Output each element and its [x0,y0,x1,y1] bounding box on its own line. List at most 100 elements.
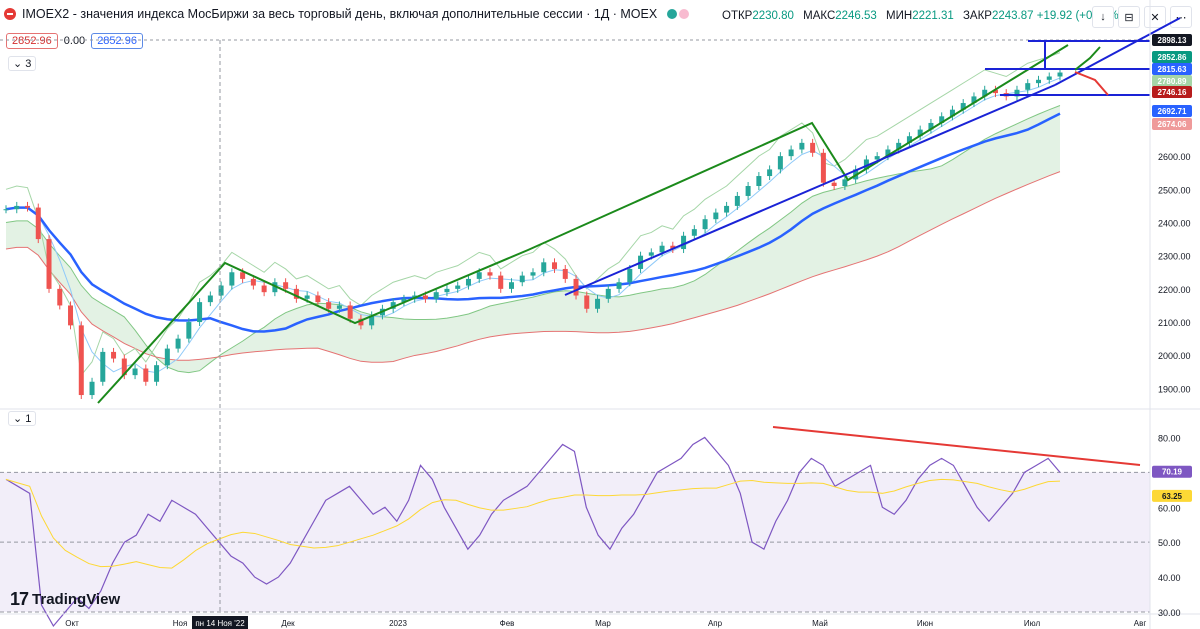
candle-body [89,381,95,396]
candle-body [820,152,826,183]
spread-value: 0.00 [63,35,86,47]
candle-body [433,292,439,299]
price-axis-badge-label: 2815.63 [1158,65,1187,74]
chevron-down-icon: ⌄ [13,413,23,425]
rsi-collapse-button[interactable]: ⌄ 1 [8,411,37,426]
close-value: 2243.87 [991,10,1034,22]
rsi-line [5,436,1061,628]
candle-body [304,295,310,299]
candle-body [917,129,923,137]
order-panel: 2852.96 0.00 2852.96 [6,33,143,49]
candle-body [681,235,687,250]
price-axis-badge [1152,63,1192,75]
candle-body [1046,76,1052,80]
candle-body [68,305,74,326]
support-trendline-extension [1054,17,1181,86]
support-trendline [564,84,1056,296]
candle-body [3,209,9,211]
price-axis-badge [1152,86,1192,98]
candle-body [992,89,998,94]
candle-body [132,368,138,376]
projection-down [1074,71,1109,96]
moex-logo-icon [4,8,16,20]
candle-body [100,351,106,382]
candle-body [928,122,934,130]
price-tick-label: 2200.00 [1158,285,1191,295]
candle-body [369,315,375,326]
candle-body [401,298,407,303]
candle-body [734,195,740,206]
time-tick-label: Фев [500,619,515,628]
candle-body [670,245,676,250]
candle-body [777,156,783,170]
candle-body [175,338,181,349]
rsi-ma-badge [1152,489,1192,502]
candle-body [982,89,988,97]
moving-average [5,112,1061,333]
rsi-value-label: 70.19 [1162,468,1183,477]
candle-body [444,288,450,293]
candle-body [906,136,912,143]
candle-body [218,285,224,296]
candle-body [724,205,730,213]
open-value: 2230.80 [752,10,794,22]
rsi-pane[interactable] [0,436,1150,628]
close-label: ЗАКР [962,10,992,22]
candle-body [261,285,267,293]
candle-body [14,205,20,210]
candle-body [896,142,902,150]
candle-body [788,149,794,157]
price-tick-label: 2000.00 [1158,351,1191,361]
market-status-icon[interactable] [667,9,690,19]
projection-up [1074,46,1101,71]
maximize-button[interactable]: ⊟ [1118,6,1140,28]
candle-body [573,278,579,296]
symbol-title-row[interactable]: IMOEX2 - значения индекса МосБиржи за ве… [4,7,690,21]
time-tick-label: Апр [708,619,723,628]
move-down-button[interactable]: ↓ [1092,6,1114,28]
sell-price-button[interactable]: 2852.96 [6,33,58,49]
candle-body [229,272,235,286]
candle-body [390,302,396,309]
candle-body [465,278,471,286]
window-buttons: ↓ ⊟ ✕ ⋯ [1092,6,1192,28]
rsi-value-badge [1152,465,1192,478]
candle-body [25,205,31,208]
candle-body [745,186,751,196]
candle-body [358,318,364,326]
indicator-count: 3 [25,58,32,70]
candle-body [476,272,482,279]
candle-body [143,368,149,382]
candle-body [874,156,880,160]
candle-body [240,272,246,279]
price-tick-label: 1900.00 [1158,384,1191,394]
time-tick-label: Мар [595,619,611,628]
chart-header: IMOEX2 - значения индекса МосБиржи за ве… [0,0,1200,34]
crosshair-date-badge [192,616,248,629]
buy-price-button[interactable]: 2852.96 [91,33,143,49]
price-axis-badge [1152,105,1192,117]
candle-body [283,282,289,289]
time-tick-label: Июн [917,619,933,628]
rsi-tick-label: 60.00 [1158,503,1181,513]
price-tick-label: 2300.00 [1158,252,1191,262]
candle-body [584,295,590,309]
candle-body [46,239,52,289]
candle-body [422,295,428,299]
rsi-ma-line [5,478,1061,569]
low-label: МИН [886,10,913,22]
more-button[interactable]: ⋯ [1170,6,1192,28]
candle-body [605,288,611,299]
price-axis-badge [1152,75,1192,87]
candle-body [702,219,708,230]
candle-body [1035,79,1041,84]
low-value: 2221.31 [912,10,954,22]
indicators-collapse-button[interactable]: ⌄ 3 [8,56,37,71]
candle-body [455,285,461,289]
candle-body [164,348,170,366]
price-axis-badge-label: 2692.71 [1158,107,1187,116]
time-tick-label: Авг [1134,619,1147,628]
price-pane[interactable] [0,17,1181,466]
